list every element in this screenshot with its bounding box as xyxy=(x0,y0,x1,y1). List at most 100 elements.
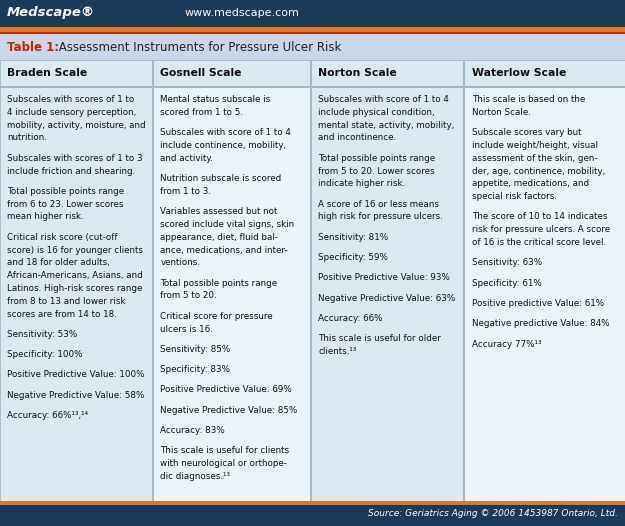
Text: Assessment Instruments for Pressure Ulcer Risk: Assessment Instruments for Pressure Ulce… xyxy=(55,41,341,54)
Text: scores are from 14 to 18.: scores are from 14 to 18. xyxy=(7,309,117,319)
Bar xyxy=(0,86,154,501)
Text: high risk for pressure ulcers.: high risk for pressure ulcers. xyxy=(319,213,443,221)
Text: Specificity: 83%: Specificity: 83% xyxy=(161,365,231,374)
Bar xyxy=(0,501,625,526)
Text: African-Americans, Asians, and: African-Americans, Asians, and xyxy=(7,271,142,280)
Text: with neurological or orthope-: with neurological or orthope- xyxy=(161,459,288,468)
Text: www.medscape.com: www.medscape.com xyxy=(185,8,300,18)
Text: Norton Scale: Norton Scale xyxy=(319,68,398,78)
Text: Mental status subscale is: Mental status subscale is xyxy=(161,95,271,104)
Text: of 16 is the critical score level.: of 16 is the critical score level. xyxy=(472,238,606,247)
Text: include continence, mobility,: include continence, mobility, xyxy=(161,141,287,150)
Text: indicate higher risk.: indicate higher risk. xyxy=(319,179,406,188)
Bar xyxy=(154,60,311,86)
Bar xyxy=(152,60,154,501)
Text: Nutrition subscale is scored: Nutrition subscale is scored xyxy=(161,174,282,183)
Text: from 5 to 20. Lower scores: from 5 to 20. Lower scores xyxy=(319,167,435,176)
Bar xyxy=(310,60,311,501)
Text: ventions.: ventions. xyxy=(161,258,201,267)
Text: Negative Predictive Value: 63%: Negative Predictive Value: 63% xyxy=(319,294,456,302)
Text: and 18 for older adults,: and 18 for older adults, xyxy=(7,258,110,267)
Bar xyxy=(463,60,465,501)
Text: Negative Predictive Value: 58%: Negative Predictive Value: 58% xyxy=(7,391,144,400)
Text: Braden Scale: Braden Scale xyxy=(7,68,88,78)
Text: and activity.: and activity. xyxy=(161,154,213,163)
Text: risk for pressure ulcers. A score: risk for pressure ulcers. A score xyxy=(472,225,610,234)
Text: mobility, activity, moisture, and: mobility, activity, moisture, and xyxy=(7,120,146,129)
Text: Specificity: 61%: Specificity: 61% xyxy=(472,279,542,288)
Text: from 6 to 23. Lower scores: from 6 to 23. Lower scores xyxy=(7,199,124,209)
Text: Sensitivity: 63%: Sensitivity: 63% xyxy=(472,258,542,267)
Bar xyxy=(465,86,625,501)
Text: Variables assessed but not: Variables assessed but not xyxy=(161,207,278,216)
Text: ance, medications, and inter-: ance, medications, and inter- xyxy=(161,246,288,255)
Text: Positive Predictive Value: 69%: Positive Predictive Value: 69% xyxy=(161,386,292,394)
Text: clients.¹³: clients.¹³ xyxy=(319,347,357,356)
Bar xyxy=(311,60,465,86)
Text: Sensitivity: 85%: Sensitivity: 85% xyxy=(161,345,231,354)
Text: from 8 to 13 and lower risk: from 8 to 13 and lower risk xyxy=(7,297,126,306)
Text: scored from 1 to 5.: scored from 1 to 5. xyxy=(161,108,244,117)
Bar xyxy=(0,501,625,505)
Text: include weight/height, visual: include weight/height, visual xyxy=(472,141,598,150)
Text: The score of 10 to 14 indicates: The score of 10 to 14 indicates xyxy=(472,213,608,221)
Text: include physical condition,: include physical condition, xyxy=(319,108,435,117)
Text: Accuracy: 66%: Accuracy: 66% xyxy=(319,314,383,323)
Bar xyxy=(0,0,625,27)
Text: dic diagnoses.¹³: dic diagnoses.¹³ xyxy=(161,472,231,481)
Text: A score of 16 or less means: A score of 16 or less means xyxy=(319,199,439,209)
Text: Subscales with scores of 1 to: Subscales with scores of 1 to xyxy=(7,95,134,104)
Text: Sensitivity: 53%: Sensitivity: 53% xyxy=(7,330,78,339)
Text: include friction and shearing.: include friction and shearing. xyxy=(7,167,135,176)
Text: Negative predictive Value: 84%: Negative predictive Value: 84% xyxy=(472,319,609,328)
Bar xyxy=(465,60,625,86)
Text: assessment of the skin, gen-: assessment of the skin, gen- xyxy=(472,154,598,163)
Text: special risk factors.: special risk factors. xyxy=(472,192,557,201)
Text: from 1 to 3.: from 1 to 3. xyxy=(161,187,211,196)
Text: Specificity: 59%: Specificity: 59% xyxy=(319,253,388,262)
Text: This scale is useful for older: This scale is useful for older xyxy=(319,334,441,343)
Bar xyxy=(0,32,625,60)
Text: from 5 to 20.: from 5 to 20. xyxy=(161,291,217,300)
Text: This scale is based on the: This scale is based on the xyxy=(472,95,585,104)
Text: Subscale scores vary but: Subscale scores vary but xyxy=(472,128,581,137)
Text: scored include vital signs, skin: scored include vital signs, skin xyxy=(161,220,294,229)
Bar xyxy=(0,27,625,32)
Text: This scale is useful for clients: This scale is useful for clients xyxy=(161,446,289,456)
Text: mental state, activity, mobility,: mental state, activity, mobility, xyxy=(319,120,455,129)
Text: der, age, continence, mobility,: der, age, continence, mobility, xyxy=(472,167,605,176)
Text: Source: Geriatrics Aging © 2006 1453987 Ontario, Ltd.: Source: Geriatrics Aging © 2006 1453987 … xyxy=(368,510,618,519)
Text: Waterlow Scale: Waterlow Scale xyxy=(472,68,566,78)
Bar xyxy=(0,60,625,501)
Text: mean higher risk.: mean higher risk. xyxy=(7,213,84,221)
Bar xyxy=(311,86,465,501)
Text: Table 1:: Table 1: xyxy=(7,41,59,54)
Text: Subscales with scores of 1 to 3: Subscales with scores of 1 to 3 xyxy=(7,154,142,163)
Text: Latinos. High-risk scores range: Latinos. High-risk scores range xyxy=(7,284,142,293)
Text: Accuracy: 66%¹³,¹⁴: Accuracy: 66%¹³,¹⁴ xyxy=(7,411,88,420)
Text: Sensitivity: 81%: Sensitivity: 81% xyxy=(319,232,389,242)
Text: 4 include sensory perception,: 4 include sensory perception, xyxy=(7,108,136,117)
Text: Positive predictive Value: 61%: Positive predictive Value: 61% xyxy=(472,299,604,308)
Text: Specificity: 100%: Specificity: 100% xyxy=(7,350,82,359)
Text: Total possible points range: Total possible points range xyxy=(7,187,124,196)
Text: appearance, diet, fluid bal-: appearance, diet, fluid bal- xyxy=(161,232,279,242)
Text: Negative Predictive Value: 85%: Negative Predictive Value: 85% xyxy=(161,406,298,414)
Text: Total possible points range: Total possible points range xyxy=(319,154,436,163)
Text: Norton Scale.: Norton Scale. xyxy=(472,108,531,117)
Text: Subscales with score of 1 to 4: Subscales with score of 1 to 4 xyxy=(319,95,449,104)
Bar xyxy=(0,86,625,88)
Text: Accuracy: 83%: Accuracy: 83% xyxy=(161,426,225,435)
Text: Medscape®: Medscape® xyxy=(7,6,95,19)
Text: appetite, medications, and: appetite, medications, and xyxy=(472,179,589,188)
Bar xyxy=(0,60,154,86)
Bar xyxy=(154,86,311,501)
Text: nutrition.: nutrition. xyxy=(7,134,47,143)
Text: Subscales with score of 1 to 4: Subscales with score of 1 to 4 xyxy=(161,128,291,137)
Text: Critical score for pressure: Critical score for pressure xyxy=(161,312,273,321)
Text: ulcers is 16.: ulcers is 16. xyxy=(161,325,213,333)
Text: Positive Predictive Value: 100%: Positive Predictive Value: 100% xyxy=(7,370,144,379)
Text: Accuracy 77%¹³: Accuracy 77%¹³ xyxy=(472,339,541,349)
Text: score) is 16 for younger clients: score) is 16 for younger clients xyxy=(7,246,143,255)
Text: Positive Predictive Value: 93%: Positive Predictive Value: 93% xyxy=(319,274,451,282)
